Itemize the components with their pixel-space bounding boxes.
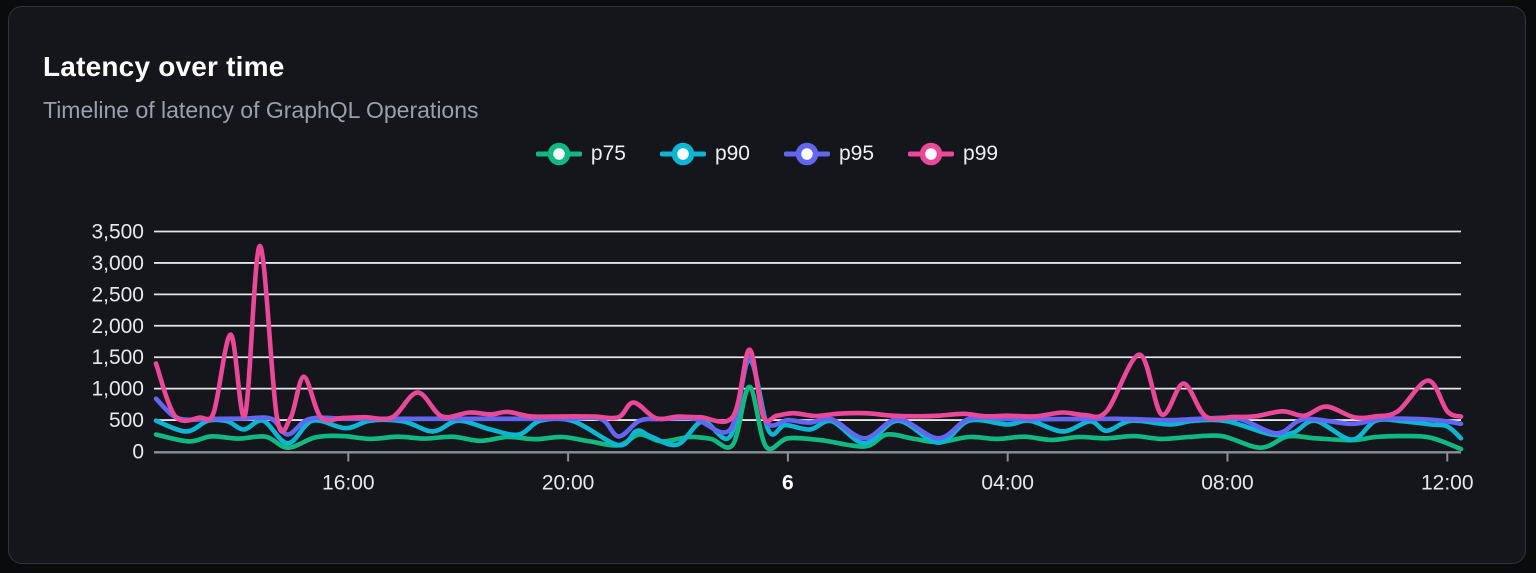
- y-tick-label-2500: 2,500: [91, 283, 144, 306]
- legend: p75 p90 p95 p99: [9, 138, 1525, 170]
- series-line-p75: [153, 384, 1464, 452]
- y-tick-label-500: 500: [109, 409, 144, 432]
- gridlines: [154, 230, 1461, 421]
- y-tick-label-3500: 3,500: [91, 221, 144, 244]
- legend-item-p99[interactable]: p99: [908, 139, 998, 169]
- latency-chart-card: Latency over time Timeline of latency of…: [8, 6, 1526, 564]
- x-tick-label-08:00: 08:00: [1201, 472, 1254, 495]
- y-tick-label-3000: 3,000: [91, 252, 144, 275]
- legend-label-p95: p95: [839, 142, 875, 165]
- legend-label-p90: p90: [714, 142, 750, 165]
- y-tick-label-2000: 2,000: [91, 315, 144, 338]
- legend-marker-p75: [535, 142, 582, 166]
- x-tick-label-04:00: 04:00: [981, 472, 1034, 495]
- legend-label-p75: p75: [590, 142, 626, 165]
- legend-item-p90[interactable]: p90: [659, 139, 750, 169]
- series-line-p99: [153, 243, 1464, 434]
- legend-label-p99: p99: [963, 142, 999, 165]
- y-axis-labels: 0 500 1,000 1,500 2,000 2,500 3,000 3,500: [91, 221, 144, 464]
- series-lines: [153, 243, 1464, 452]
- x-tick-label-6: 6: [782, 472, 794, 495]
- legend-item-p95[interactable]: p95: [784, 139, 874, 169]
- legend-marker-p90: [659, 142, 706, 166]
- y-tick-label-1500: 1,500: [91, 346, 144, 369]
- legend-marker-p95: [784, 142, 830, 166]
- chart-subtitle: Timeline of latency of GraphQL Operation…: [43, 97, 479, 123]
- series-line-p95: [153, 354, 1464, 441]
- series-line-p90: [153, 357, 1464, 448]
- legend-item-p75[interactable]: p75: [535, 139, 626, 169]
- y-tick-label-1000: 1,000: [91, 378, 144, 401]
- x-axis-ticks: 16:00 20:00 6 04:00 08:00 12:00: [322, 453, 1474, 495]
- x-tick-label-20:00: 20:00: [542, 472, 595, 495]
- x-tick-label-12:00: 12:00: [1421, 472, 1474, 495]
- legend-marker-p99: [908, 142, 955, 166]
- chart-title: Latency over time: [43, 51, 285, 82]
- y-tick-label-0: 0: [132, 441, 144, 464]
- x-tick-label-16:00: 16:00: [322, 472, 375, 495]
